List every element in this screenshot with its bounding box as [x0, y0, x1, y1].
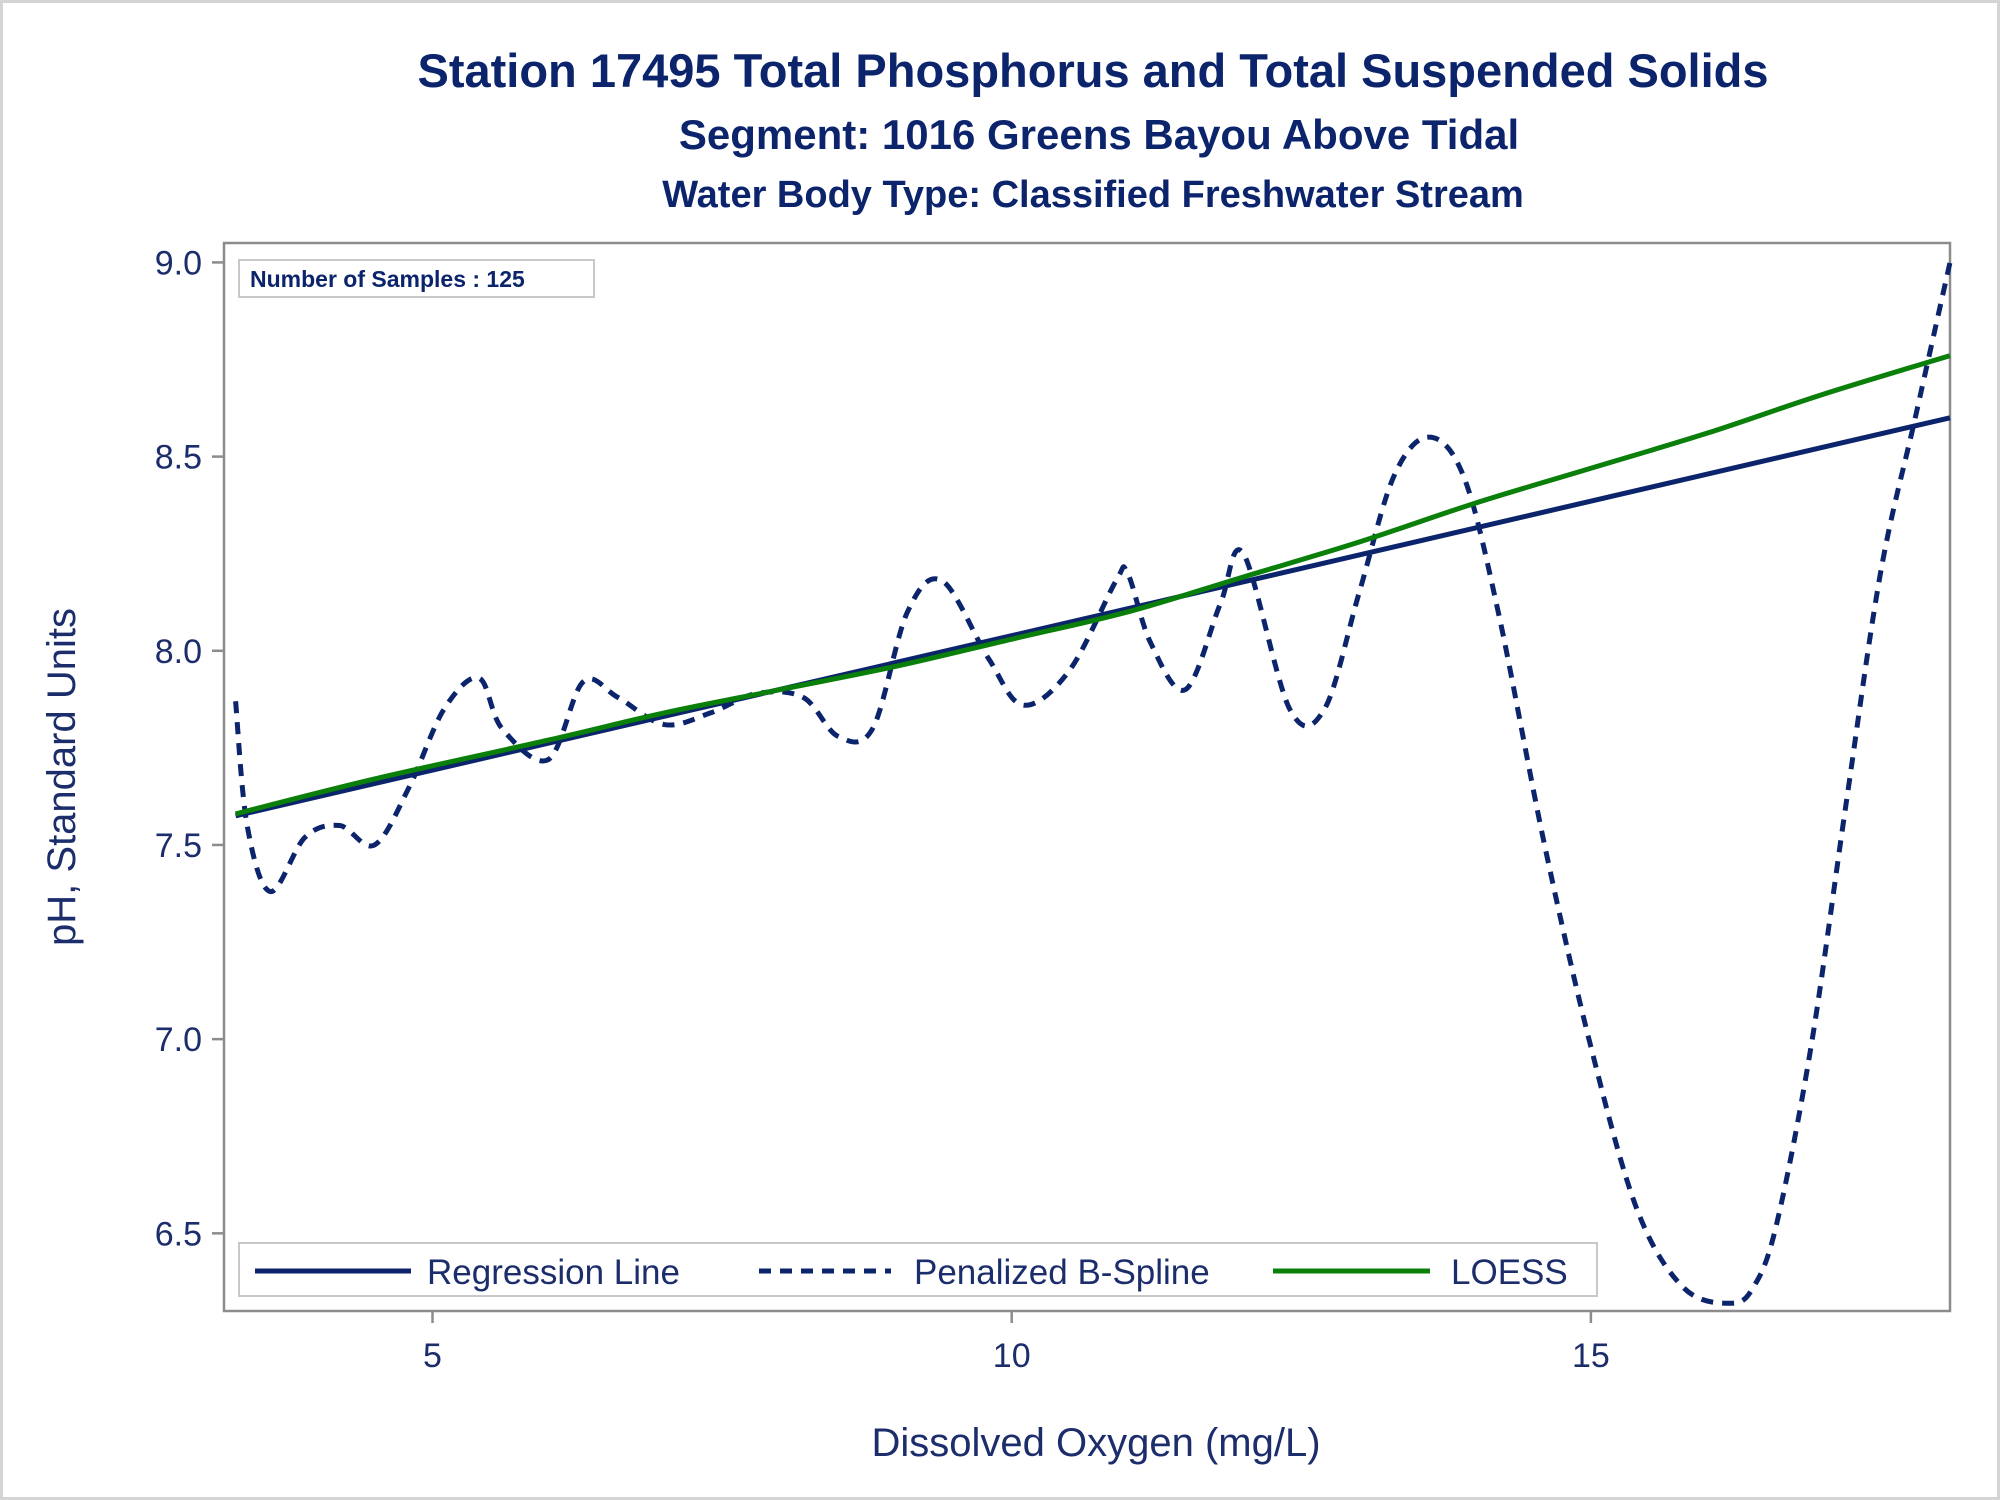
y-tick-label: 7.5 [155, 827, 202, 865]
chart-subtitle-segment: Segment: 1016 Greens Bayou Above Tidal [679, 111, 1519, 158]
x-tick-label: 10 [993, 1337, 1031, 1375]
sample-count-box [238, 259, 595, 298]
sample-count-text: Number of Samples : 125 [250, 266, 525, 292]
legend-label-spline: Penalized B-Spline [914, 1253, 1210, 1292]
y-tick-label: 8.5 [155, 439, 202, 477]
y-axis: 6.5 7.0 7.5 8.0 8.5 9.0 [155, 244, 224, 1253]
x-axis: 5 10 15 [423, 1311, 1610, 1375]
sample-count-inset: Number of Samples : 125 [238, 259, 595, 298]
series-line-regression [235, 415, 1951, 819]
y-tick-label: 8.0 [155, 633, 202, 671]
y-tick-label: 7.0 [155, 1021, 202, 1059]
series-line-spline [233, 261, 1953, 1306]
chart-title: Station 17495 Total Phosphorus and Total… [418, 44, 1769, 97]
plot-area [222, 241, 1952, 1313]
legend: Regression Line Penalized B-Spline LOESS [238, 1242, 1598, 1297]
chart-svg: Station 17495 Total Phosphorus and Total… [40, 44, 1953, 1465]
series-line-loess [234, 353, 1951, 817]
y-tick-label: 9.0 [155, 244, 202, 282]
legend-label-regression: Regression Line [427, 1253, 680, 1292]
series-layer [233, 261, 1953, 1306]
chart-subtitle-waterbody: Water Body Type: Classified Freshwater S… [662, 174, 1524, 216]
legend-label-loess: LOESS [1451, 1253, 1568, 1292]
x-tick-label: 5 [423, 1337, 442, 1375]
y-tick-label: 6.5 [155, 1215, 202, 1253]
x-axis-label: Dissolved Oxygen (mg/L) [871, 1421, 1320, 1465]
y-axis-label: pH, Standard Units [40, 608, 84, 946]
x-tick-label: 15 [1572, 1337, 1610, 1375]
